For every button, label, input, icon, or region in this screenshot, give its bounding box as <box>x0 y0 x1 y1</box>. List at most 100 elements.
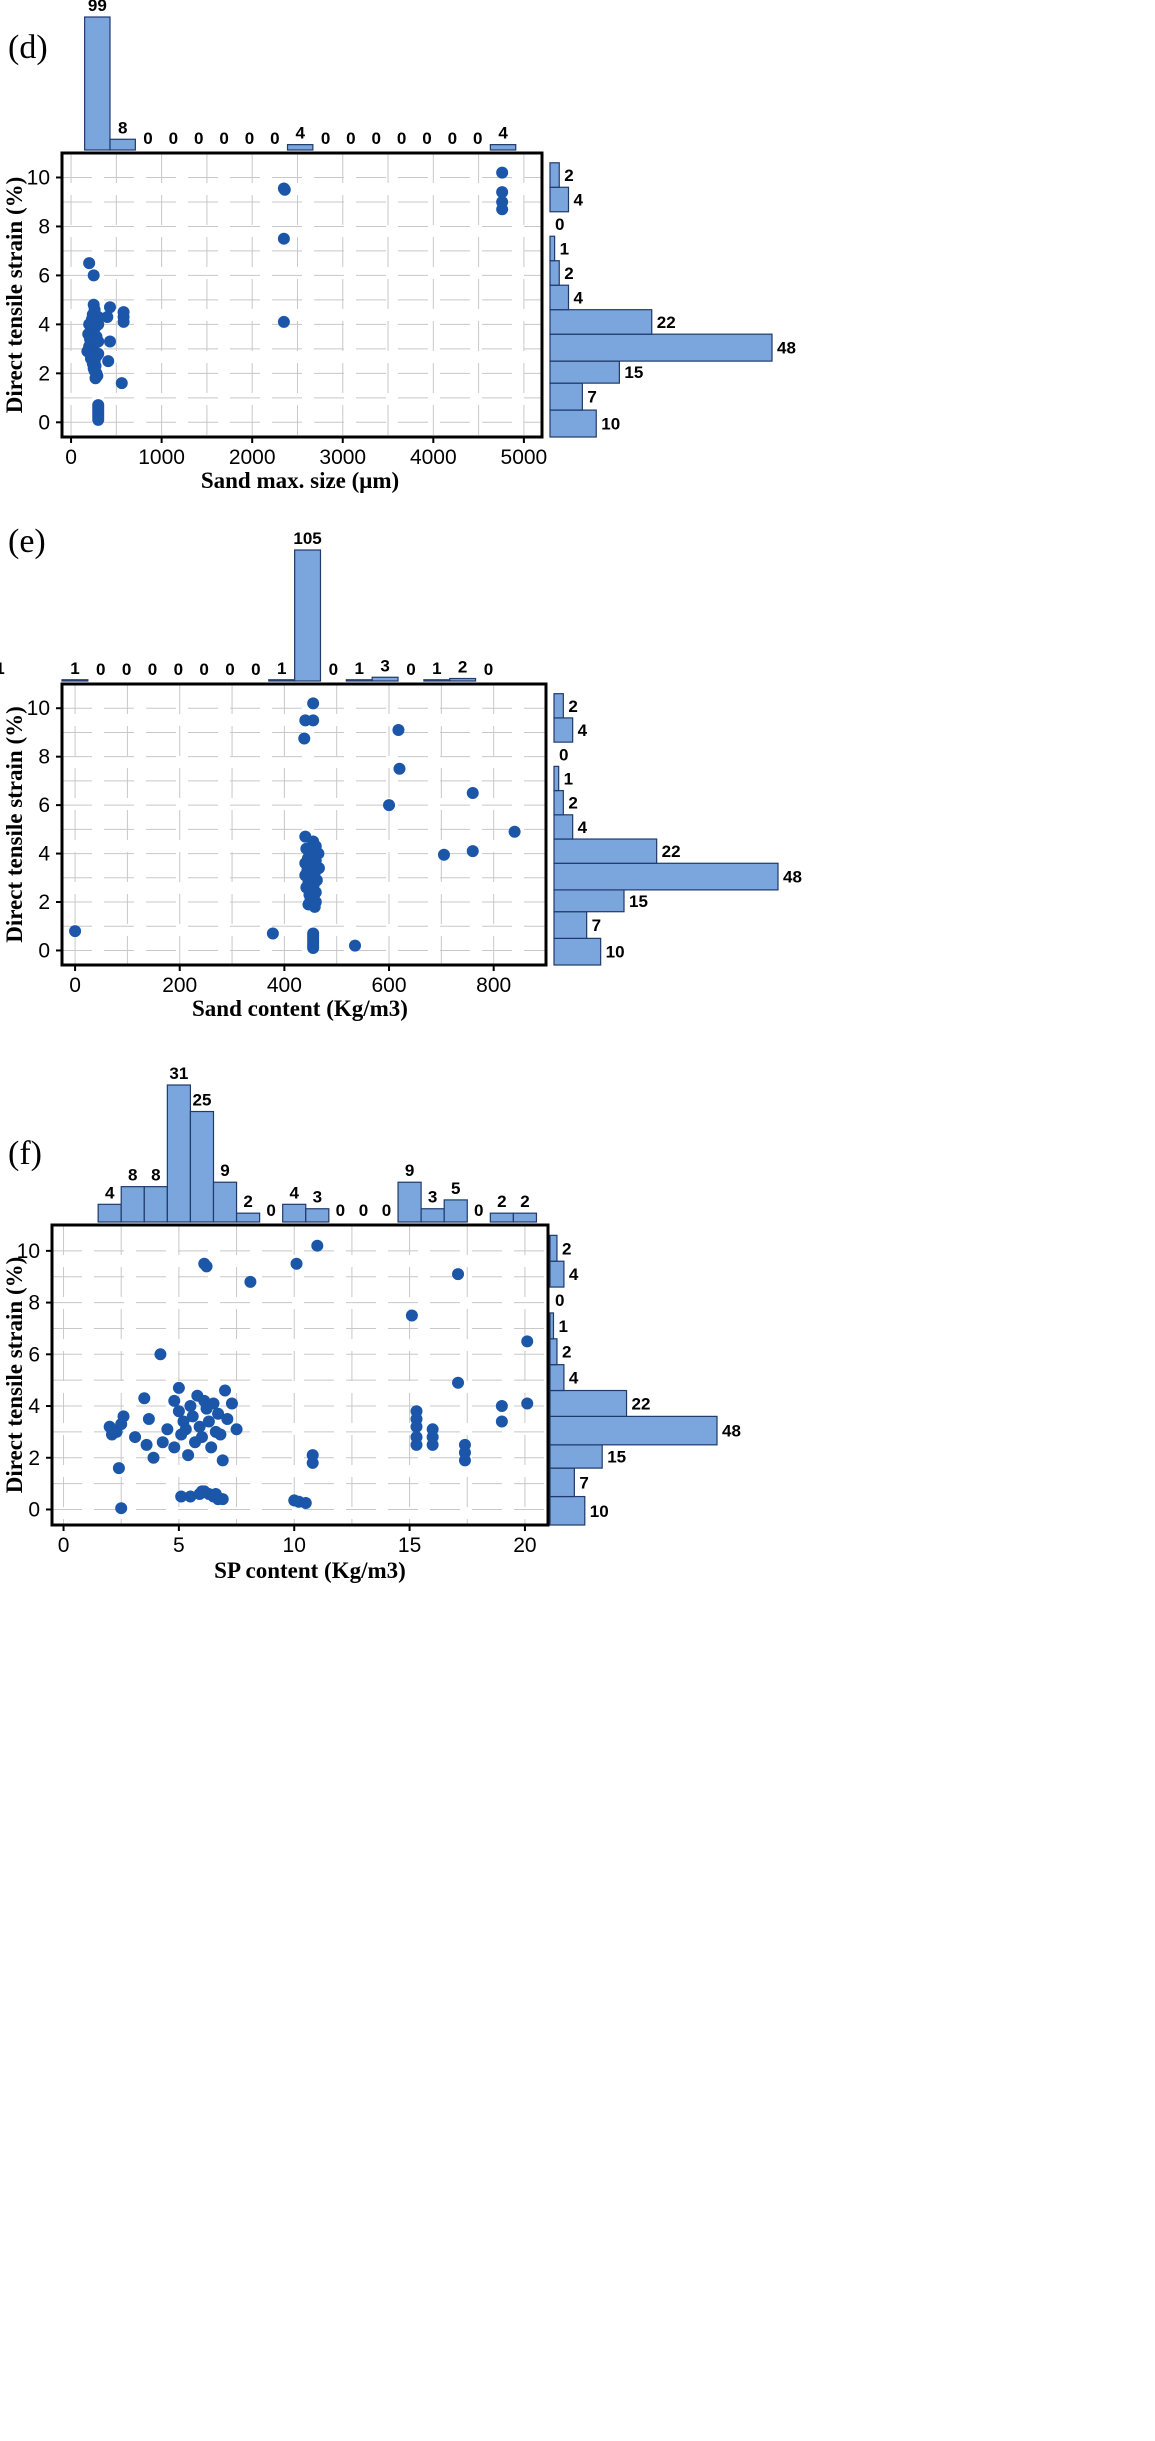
top-hist-bar <box>294 549 322 682</box>
scatter-point <box>244 1275 257 1288</box>
right-hist-bar <box>549 1260 565 1288</box>
top-hist-count: 0 <box>245 129 254 148</box>
scatter-point <box>156 1436 169 1449</box>
right-hist-bar <box>553 717 574 743</box>
scatter-point <box>521 1397 534 1410</box>
scatter-point <box>212 1407 225 1420</box>
top-hist-count: 8 <box>118 118 127 137</box>
right-hist-bar <box>549 1234 558 1262</box>
x-tick-label: 4000 <box>410 446 457 469</box>
scatter-point <box>458 1454 471 1467</box>
right-hist-count: 22 <box>657 313 676 332</box>
y-tick-label: 4 <box>28 1395 40 1418</box>
top-hist-count: 0 <box>266 1201 275 1220</box>
top-hist-count: 2 <box>243 1192 252 1211</box>
top-hist-bar <box>420 1208 445 1223</box>
right-hist-bar <box>553 693 564 719</box>
scatter-point <box>117 315 130 328</box>
y-tick-label: 2 <box>38 362 50 385</box>
top-hist-bar <box>345 679 373 682</box>
scatter-point <box>349 939 362 952</box>
right-hist-count: 15 <box>607 1447 626 1466</box>
x-tick-label: 0 <box>58 1534 70 1557</box>
top-hist-count: 0 <box>346 129 355 148</box>
x-tick-label: 3000 <box>319 446 366 469</box>
scatter-point <box>184 1490 197 1503</box>
scatter-point <box>172 1381 185 1394</box>
top-hist-count: 0 <box>359 1201 368 1220</box>
y-axis-title: Direct tensile strain (%) <box>2 177 27 414</box>
scatter-point <box>147 1451 160 1464</box>
scatter-point <box>89 372 102 385</box>
x-tick-label: 200 <box>162 974 197 997</box>
plot-frame <box>50 1223 550 1527</box>
right-hist-count: 22 <box>662 842 681 861</box>
scatter-point <box>184 1400 197 1413</box>
right-hist-count: 2 <box>568 794 577 813</box>
right-hist-bar <box>549 1444 603 1469</box>
scatter-point <box>298 732 311 745</box>
top-hist-bar <box>212 1181 238 1223</box>
y-tick-label: 4 <box>38 843 50 866</box>
scatter-point <box>219 1384 232 1397</box>
top-hist-count: 1 <box>432 659 441 678</box>
scatter-point <box>69 925 82 938</box>
scatter-point <box>508 825 521 838</box>
top-hist-count: 4 <box>295 124 305 143</box>
right-hist-bar <box>549 1364 565 1392</box>
right-hist-bar <box>553 838 658 864</box>
right-hist-count: 10 <box>606 943 625 962</box>
scatter-point <box>221 1412 234 1425</box>
top-hist-count: 9 <box>405 1161 414 1180</box>
scatter-point <box>179 1423 192 1436</box>
top-hist-count: 25 <box>192 1091 211 1110</box>
top-hist-count: 0 <box>448 129 457 148</box>
right-hist-count: 7 <box>579 1473 588 1492</box>
scatter-point <box>392 724 405 737</box>
top-hist-count: 3 <box>313 1188 322 1207</box>
scatter-point <box>154 1348 167 1361</box>
x-tick-label: 0 <box>65 446 77 469</box>
top-hist-count: 1 <box>0 659 5 678</box>
y-tick-label: 6 <box>38 794 50 817</box>
right-hist-bar <box>549 1415 718 1446</box>
scatter-point <box>205 1441 218 1454</box>
right-hist-count: 1 <box>558 1317 567 1336</box>
x-tick-label: 400 <box>267 974 302 997</box>
x-axis-title: Sand content (Kg/m3) <box>192 996 408 1021</box>
scatter-point <box>195 1431 208 1444</box>
scatter-point <box>117 1410 130 1423</box>
y-tick-label: 0 <box>38 939 50 962</box>
y-axis-title: Direct tensile strain (%) <box>2 1257 27 1494</box>
top-hist-count: 0 <box>270 129 279 148</box>
scatter-point <box>172 1405 185 1418</box>
top-hist-count: 0 <box>329 660 338 679</box>
right-hist-count: 48 <box>777 339 796 358</box>
top-hist-bar <box>109 138 136 151</box>
top-hist-bar <box>449 677 477 682</box>
top-hist-count: 9 <box>220 1161 229 1180</box>
right-hist-count: 7 <box>587 388 596 407</box>
top-hist-bar <box>282 1203 307 1223</box>
top-hist-count: 0 <box>484 660 493 679</box>
right-hist-bar <box>549 409 597 438</box>
top-hist-count: 0 <box>321 129 330 148</box>
top-hist-count: 31 <box>169 1064 188 1083</box>
right-hist-count: 4 <box>578 721 588 740</box>
scatter-point <box>140 1438 153 1451</box>
right-hist-count: 15 <box>629 892 648 911</box>
scatter-point <box>129 1431 142 1444</box>
right-hist-count: 2 <box>568 697 577 716</box>
scatter-point <box>175 1490 188 1503</box>
scatter-point <box>216 1454 229 1467</box>
top-hist-bar <box>84 16 111 151</box>
scatter-point <box>452 1376 465 1389</box>
right-hist-count: 15 <box>624 363 643 382</box>
top-hist-count: 0 <box>382 1201 391 1220</box>
top-hist-bar <box>120 1186 145 1223</box>
x-tick-label: 0 <box>69 974 81 997</box>
top-hist-bar <box>143 1186 168 1223</box>
y-tick-label: 6 <box>28 1343 40 1366</box>
scatter-point <box>92 335 105 348</box>
